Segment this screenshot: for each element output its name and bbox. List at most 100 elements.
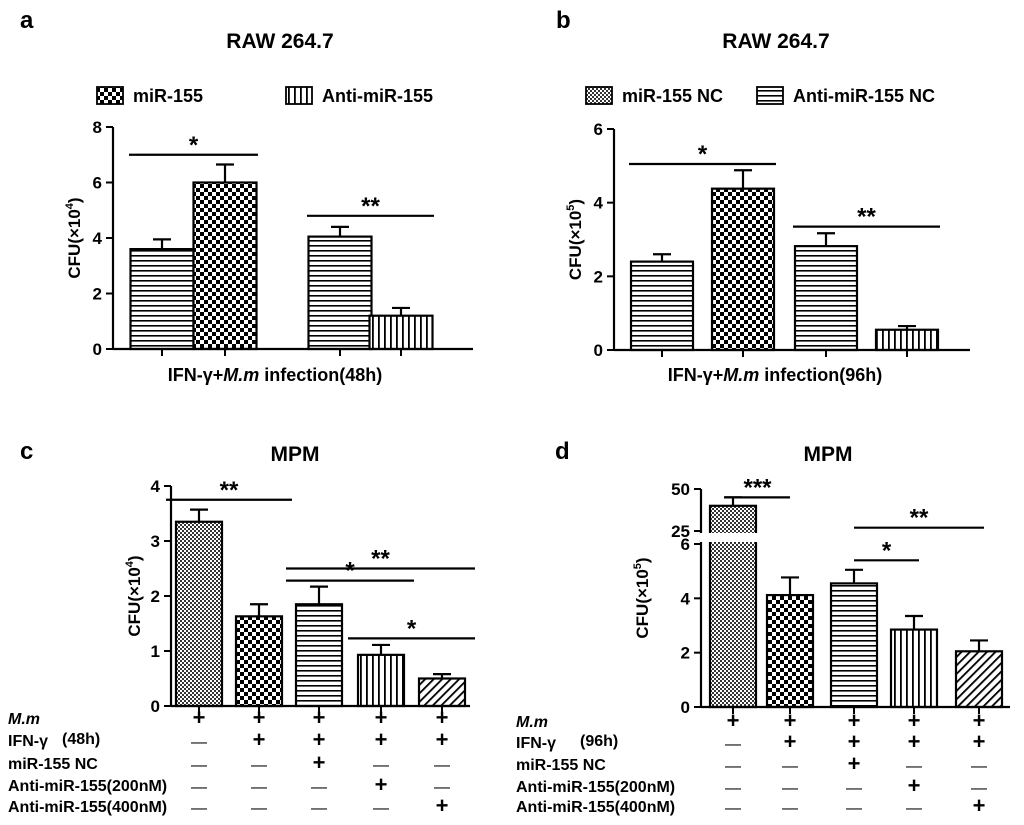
condition-value: + bbox=[973, 729, 986, 754]
bar bbox=[793, 245, 859, 352]
significance-marker: * bbox=[698, 141, 708, 168]
condition-row-label: IFN-γ bbox=[516, 735, 556, 752]
condition-value: + bbox=[375, 705, 388, 730]
condition-row-label: miR-155 NC bbox=[516, 757, 606, 774]
condition-value: — bbox=[906, 800, 922, 817]
y-tick-label: 0 bbox=[681, 698, 690, 717]
bar bbox=[174, 520, 224, 708]
significance-marker: ** bbox=[910, 505, 929, 532]
y-tick-label: 1 bbox=[151, 642, 160, 661]
y-tick-label: 2 bbox=[681, 644, 690, 663]
condition-value: + bbox=[848, 751, 861, 776]
bar bbox=[294, 603, 344, 708]
bar bbox=[417, 677, 467, 708]
condition-value: + bbox=[313, 750, 326, 775]
condition-value: + bbox=[436, 793, 449, 818]
condition-value: + bbox=[973, 793, 986, 818]
axis-break-gap bbox=[700, 533, 766, 542]
condition-row-label: miR-155 NC bbox=[8, 756, 98, 773]
y-tick-label: 0 bbox=[594, 341, 603, 360]
bar bbox=[710, 187, 776, 352]
legend-swatch bbox=[585, 86, 613, 105]
condition-value: + bbox=[253, 727, 266, 752]
panel-letter: c bbox=[20, 438, 33, 465]
condition-value: — bbox=[191, 779, 207, 796]
condition-value: — bbox=[191, 757, 207, 774]
condition-value: — bbox=[434, 757, 450, 774]
condition-value: — bbox=[251, 800, 267, 817]
y-tick-label: 2 bbox=[151, 587, 160, 606]
condition-value: + bbox=[193, 705, 206, 730]
bar bbox=[307, 235, 373, 351]
condition-value: — bbox=[971, 780, 987, 797]
y-tick-label: 2 bbox=[594, 267, 603, 286]
bar bbox=[356, 653, 406, 708]
legend-label: Anti-miR-155 NC bbox=[793, 86, 935, 106]
legend-swatch bbox=[756, 86, 784, 105]
condition-value: + bbox=[908, 729, 921, 754]
legend-label: Anti-miR-155 bbox=[322, 86, 433, 106]
significance-marker: * bbox=[407, 615, 417, 642]
condition-value: + bbox=[375, 727, 388, 752]
significance-marker: ** bbox=[857, 204, 876, 231]
condition-value: + bbox=[375, 772, 388, 797]
bar bbox=[368, 314, 434, 351]
panel-title: RAW 264.7 bbox=[226, 30, 333, 53]
x-axis-label: IFN-γ+M.m infection(96h) bbox=[668, 365, 883, 385]
condition-value: — bbox=[782, 758, 798, 775]
significance-marker: ** bbox=[371, 546, 390, 573]
y-tick-label: 6 bbox=[594, 120, 603, 139]
condition-value: — bbox=[434, 779, 450, 796]
y-tick-label: 4 bbox=[151, 477, 161, 496]
y-axis-label: CFU(×104) bbox=[64, 197, 84, 278]
bar bbox=[192, 181, 258, 351]
condition-value: — bbox=[725, 736, 741, 753]
condition-value: + bbox=[313, 727, 326, 752]
panel-letter: b bbox=[556, 7, 571, 34]
y-axis-label: CFU(×104) bbox=[124, 555, 144, 636]
y-axis-label: CFU(×105) bbox=[565, 199, 585, 280]
condition-row-label: Anti-miR-155(200nM) bbox=[8, 778, 167, 795]
y-tick-label: 2 bbox=[93, 285, 102, 304]
condition-value: — bbox=[725, 800, 741, 817]
condition-value: + bbox=[973, 708, 986, 733]
condition-value: — bbox=[782, 800, 798, 817]
condition-value: + bbox=[253, 705, 266, 730]
condition-value: — bbox=[971, 758, 987, 775]
condition-value: — bbox=[191, 800, 207, 817]
condition-time: (48h) bbox=[62, 731, 100, 748]
condition-value: + bbox=[436, 727, 449, 752]
condition-row-label: IFN-γ bbox=[8, 733, 48, 750]
condition-row-label: Anti-miR-155(400nM) bbox=[8, 799, 167, 816]
bar bbox=[129, 248, 195, 351]
condition-value: — bbox=[251, 779, 267, 796]
condition-value: + bbox=[784, 708, 797, 733]
panel-title: MPM bbox=[271, 443, 320, 466]
y-axis-label: CFU(×105) bbox=[632, 557, 652, 638]
condition-value: + bbox=[848, 708, 861, 733]
bar bbox=[234, 615, 284, 708]
condition-value: — bbox=[846, 780, 862, 797]
condition-row-label: Anti-miR-155(400nM) bbox=[516, 799, 675, 816]
condition-value: + bbox=[908, 708, 921, 733]
y-tick-label: 0 bbox=[151, 697, 160, 716]
condition-row-label: M.m bbox=[516, 714, 548, 731]
condition-value: + bbox=[436, 705, 449, 730]
condition-value: — bbox=[311, 800, 327, 817]
y-tick-label: 4 bbox=[594, 194, 604, 213]
condition-value: — bbox=[725, 780, 741, 797]
condition-row-label: Anti-miR-155(200nM) bbox=[516, 779, 675, 796]
y-tick-label: 6 bbox=[681, 535, 690, 554]
significance-marker: * bbox=[882, 537, 892, 564]
x-axis-label: IFN-γ+M.m infection(48h) bbox=[168, 365, 383, 385]
y-tick-label: 50 bbox=[671, 480, 690, 499]
legend-label: miR-155 NC bbox=[622, 86, 723, 106]
condition-value: + bbox=[313, 705, 326, 730]
legend-label: miR-155 bbox=[133, 86, 203, 106]
condition-time: (96h) bbox=[580, 733, 618, 750]
condition-value: + bbox=[784, 729, 797, 754]
